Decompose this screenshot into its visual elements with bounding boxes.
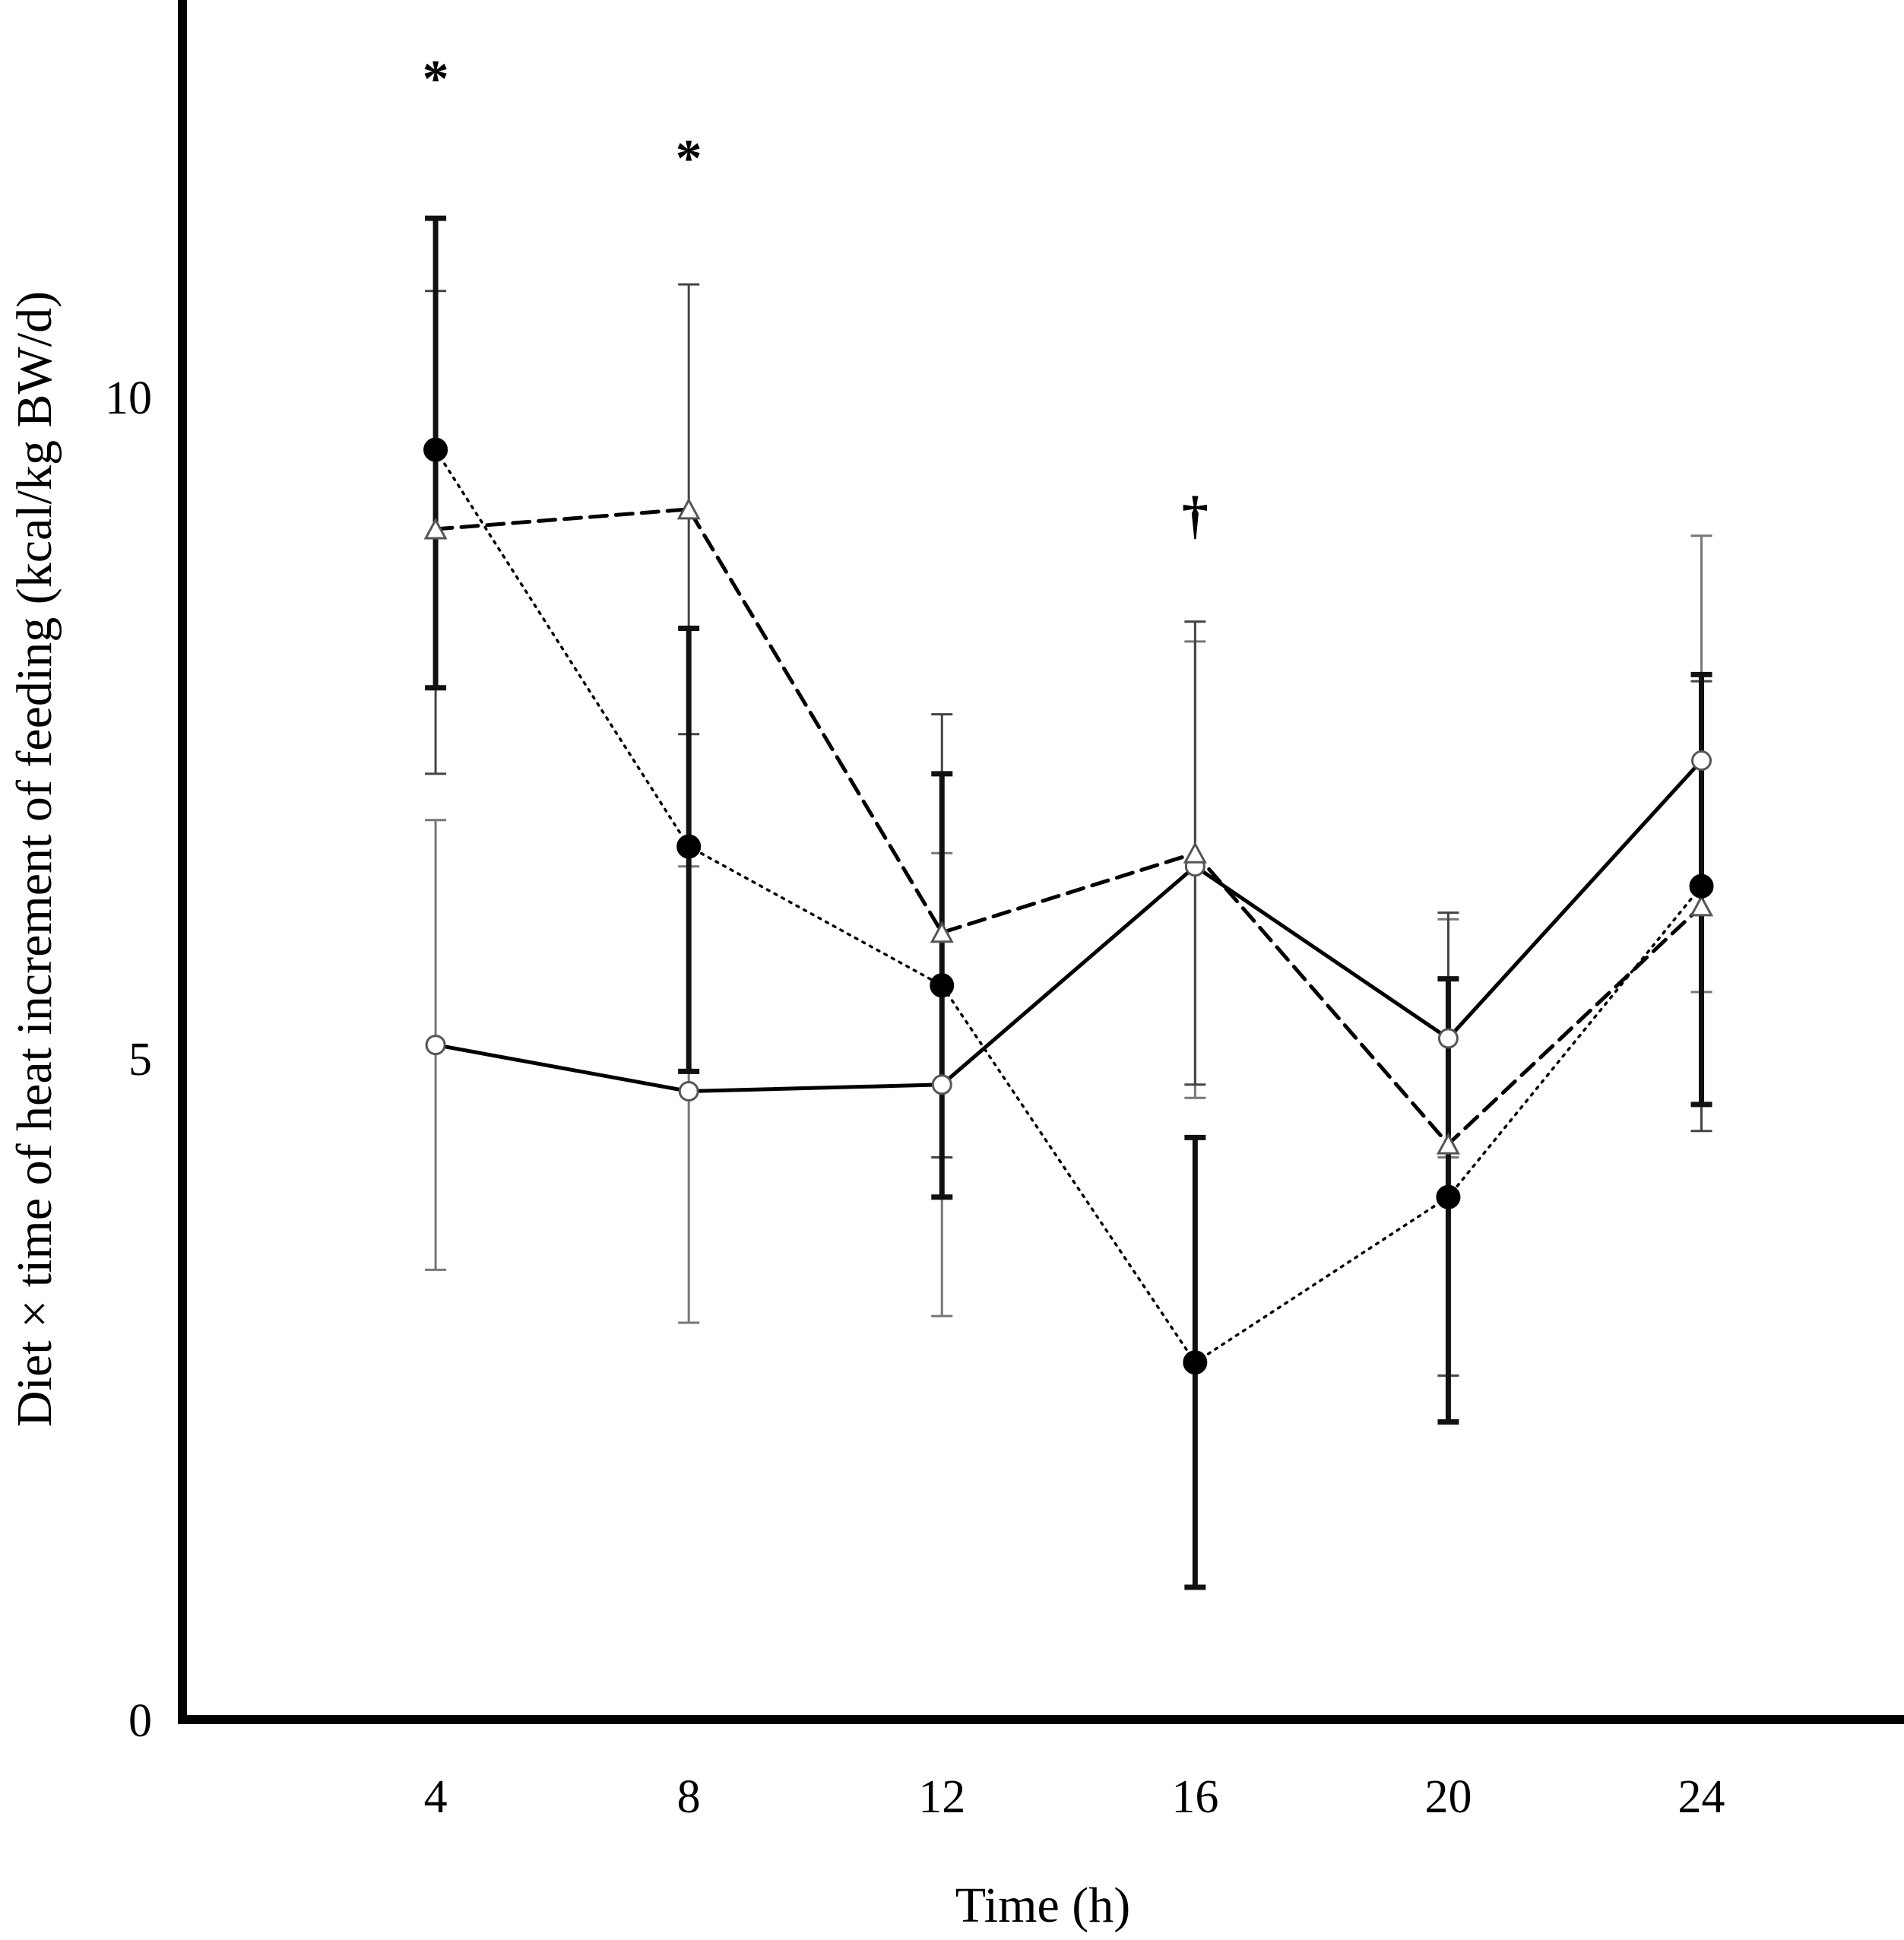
series-open-circle-solid-errorbars (425, 534, 1712, 1324)
x-tick-label: 24 (1678, 1771, 1725, 1823)
x-tick-label: 16 (1171, 1771, 1218, 1823)
y-axis-title: Diet × time of heat increment of feeding… (7, 291, 62, 1427)
data-point (1183, 842, 1207, 864)
data-point (930, 921, 954, 943)
series-open-triangle-dashed-line (433, 507, 1704, 1146)
series-open-circle-solid-points (425, 750, 1712, 1102)
x-tick-label: 12 (918, 1771, 965, 1823)
y-tick-labels: 0 5 10 (105, 372, 152, 1747)
significance-marker: * (676, 129, 702, 188)
significance-marker: † (1182, 487, 1209, 545)
data-point (1436, 1132, 1460, 1155)
series-open-triangle-dashed-errorbars (425, 283, 1712, 1377)
x-tick-label: 4 (424, 1771, 448, 1823)
annotations: * * † (423, 50, 1209, 545)
series-open-triangle-dashed-points (423, 497, 1714, 1155)
significance-marker: * (423, 50, 449, 109)
y-tick-label: 0 (128, 1695, 152, 1747)
data-point (423, 437, 448, 462)
series-filled-circle-dotted-points (423, 437, 1714, 1375)
data-point (1690, 894, 1714, 917)
series-filled-circle-dotted-errorbars (425, 215, 1712, 1590)
data-point (930, 973, 955, 998)
data-point (423, 517, 448, 540)
data-point (676, 497, 701, 520)
series-open-circle-solid-line (433, 759, 1704, 1093)
data-point (1436, 1184, 1461, 1209)
data-point (1437, 1028, 1459, 1049)
data-point (1691, 750, 1712, 771)
plot-area (423, 215, 1714, 1590)
data-point (425, 1035, 446, 1056)
x-tick-labels: 4 8 12 16 20 24 (424, 1771, 1725, 1823)
y-tick-label: 5 (128, 1034, 152, 1086)
data-point (676, 834, 702, 859)
x-tick-label: 20 (1424, 1771, 1472, 1823)
data-point (1689, 873, 1714, 899)
data-point (678, 1081, 699, 1102)
data-point (931, 1074, 952, 1095)
data-point (1183, 1350, 1208, 1375)
series-filled-circle-dotted-line (434, 448, 1703, 1364)
x-tick-label: 8 (677, 1771, 701, 1823)
x-axis-title: Time (h) (955, 1878, 1130, 1933)
y-tick-label: 10 (105, 372, 152, 424)
